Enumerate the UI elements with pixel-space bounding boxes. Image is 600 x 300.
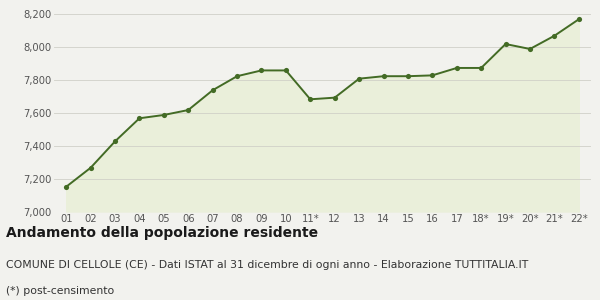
Point bbox=[208, 88, 217, 93]
Point bbox=[134, 116, 144, 121]
Point bbox=[525, 46, 535, 51]
Point bbox=[574, 17, 584, 22]
Point bbox=[305, 97, 315, 102]
Point bbox=[403, 74, 413, 79]
Point bbox=[257, 68, 266, 73]
Point bbox=[476, 66, 486, 70]
Point bbox=[86, 165, 95, 170]
Point bbox=[428, 73, 437, 78]
Text: (*) post-censimento: (*) post-censimento bbox=[6, 286, 114, 296]
Point bbox=[452, 66, 461, 70]
Point bbox=[184, 108, 193, 112]
Point bbox=[355, 76, 364, 81]
Point bbox=[232, 74, 242, 79]
Point bbox=[379, 74, 388, 79]
Point bbox=[330, 95, 340, 100]
Point bbox=[61, 184, 71, 189]
Text: Andamento della popolazione residente: Andamento della popolazione residente bbox=[6, 226, 318, 241]
Point bbox=[501, 42, 511, 46]
Point bbox=[159, 112, 169, 117]
Point bbox=[550, 33, 559, 38]
Point bbox=[281, 68, 290, 73]
Text: COMUNE DI CELLOLE (CE) - Dati ISTAT al 31 dicembre di ogni anno - Elaborazione T: COMUNE DI CELLOLE (CE) - Dati ISTAT al 3… bbox=[6, 260, 528, 269]
Point bbox=[110, 139, 120, 144]
